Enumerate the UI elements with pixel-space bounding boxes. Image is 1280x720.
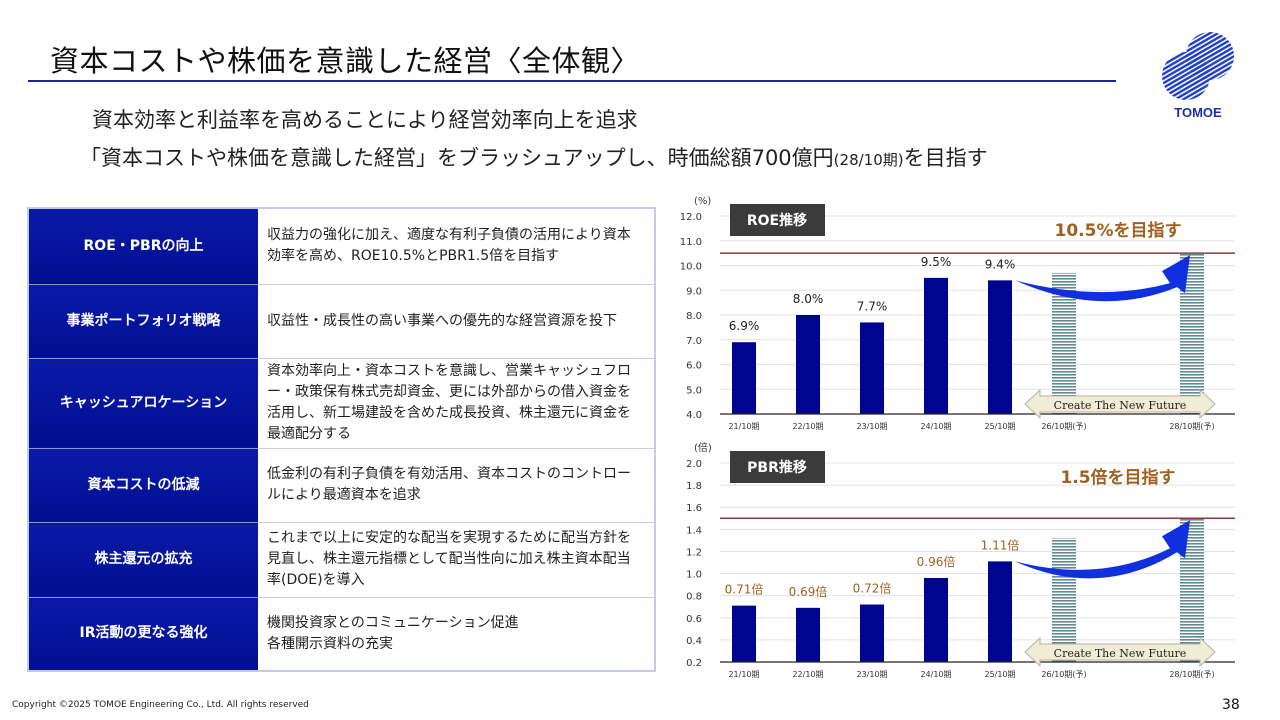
x-tick-label: 21/10期 <box>728 422 759 431</box>
y-tick-label: 1.0 <box>686 570 702 581</box>
tomoe-logo: TOMOE <box>1162 32 1234 120</box>
x-tick-label: 23/10期 <box>856 422 887 431</box>
row-heading: IR活動の更なる強化 <box>28 597 258 672</box>
y-tick-label: 0.4 <box>686 636 702 647</box>
bar <box>988 561 1012 662</box>
growth-arrow <box>1015 520 1190 579</box>
page-title: 資本コストや株価を意識した経営〈全体観〉 <box>50 44 641 78</box>
growth-arrow <box>1015 255 1190 302</box>
x-tick-label: 25/10期 <box>984 422 1015 431</box>
x-tick-label: 22/10期 <box>792 670 823 679</box>
banner-text: Create The New Future <box>1054 647 1187 660</box>
y-tick-label: 10.0 <box>680 262 702 273</box>
y-tick-label: 7.0 <box>686 336 702 347</box>
y-tick-label: 1.8 <box>686 481 702 492</box>
row-text: 機関投資家とのコミュニケーション促進 各種開示資料の充実 <box>258 597 655 672</box>
copyright: Copyright ©2025 TOMOE Engineering Co., L… <box>12 700 309 710</box>
bar <box>860 604 884 662</box>
row-heading: 株主還元の拡充 <box>28 522 258 598</box>
bar <box>796 607 820 662</box>
bar <box>924 277 948 414</box>
banner-arrow <box>1024 388 1216 420</box>
pbr-chart: 0.2 0.4 0.6 0.8 1.0 1.2 1.4 1.6 1.8 2.0 (倍) 0.71倍 21… <box>686 441 1235 679</box>
y-tick-label: 9.0 <box>686 286 702 297</box>
data-label: 8.0% <box>793 292 824 306</box>
subtitle-line2: 「資本コストや株価を意識した経営」をブラッシュアップし、時価総額700億円(28… <box>80 146 988 170</box>
row-text: これまで以上に安定的な配当を実現するために配当方針を見直し、株主還元指標として配… <box>258 522 655 598</box>
x-tick-label: 25/10期 <box>984 670 1015 679</box>
data-label: 9.5% <box>921 255 952 269</box>
bar <box>732 342 756 414</box>
table-row: 事業ポートフォリオ戦略 収益性・成長性の高い事業への優先的な経営資源を投下 <box>28 284 655 359</box>
bar <box>796 315 820 414</box>
x-tick-label: 21/10期 <box>728 670 759 679</box>
table-row: ROE・PBRの向上 収益力の強化に加え、適度な有利子負債の活用により資本効率を高… <box>28 208 655 285</box>
data-label: 1.11倍 <box>981 537 1020 552</box>
y-tick-label: 6.0 <box>686 361 702 372</box>
y-tick-label: 1.4 <box>686 525 702 536</box>
row-heading: キャッシュアロケーション <box>28 358 258 449</box>
row-heading: ROE・PBRの向上 <box>28 208 258 285</box>
y-axis-unit: (%) <box>694 196 711 207</box>
banner-text: Create The New Future <box>1054 399 1187 412</box>
row-text: 資本効率向上・資本コストを意識し、営業キャッシュフロー・政策保有株式売却資金、更… <box>258 358 655 449</box>
y-axis-unit: (倍) <box>694 441 712 454</box>
data-label: 7.7% <box>857 299 888 313</box>
data-label: 0.96倍 <box>917 554 956 569</box>
y-tick-label: 0.6 <box>686 614 702 625</box>
banner-arrow <box>1024 636 1216 668</box>
x-tick-label: 24/10期 <box>920 670 951 679</box>
y-tick-label: 8.0 <box>686 311 702 322</box>
table-row: IR活動の更なる強化 機関投資家とのコミュニケーション促進 各種開示資料の充実 <box>28 597 655 672</box>
row-text: 収益力の強化に加え、適度な有利子負債の活用により資本効率を高め、ROE10.5%… <box>258 208 655 285</box>
row-text: 収益性・成長性の高い事業への優先的な経営資源を投下 <box>258 284 655 359</box>
x-tick-label: 26/10期(予) <box>1041 422 1086 431</box>
x-tick-label: 28/10期(予) <box>1169 670 1214 679</box>
bar <box>732 605 756 662</box>
title-divider <box>28 80 1116 82</box>
strategy-table: ROE・PBRの向上 収益力の強化に加え、適度な有利子負債の活用により資本効率を高… <box>27 207 656 672</box>
target-label: 1.5倍を目指す <box>1060 467 1175 488</box>
row-heading: 事業ポートフォリオ戦略 <box>28 284 258 359</box>
y-tick-label: 12.0 <box>680 212 702 223</box>
table-row: 資本コストの低減 低金利の有利子負債を有効活用、資本コストのコントロールにより最適… <box>28 448 655 523</box>
chart-title-box <box>730 451 825 483</box>
svg-text:TOMOE: TOMOE <box>1174 105 1222 120</box>
x-tick-label: 26/10期(予) <box>1041 670 1086 679</box>
x-tick-label: 23/10期 <box>856 670 887 679</box>
y-tick-label: 5.0 <box>686 385 702 396</box>
y-tick-label: 11.0 <box>680 237 702 248</box>
y-tick-label: 1.6 <box>686 503 702 514</box>
table-row: 株主還元の拡充 これまで以上に安定的な配当を実現するために配当方針を見直し、株主還… <box>28 522 655 598</box>
y-tick-label: 1.2 <box>686 547 702 558</box>
y-tick-label: 2.0 <box>686 459 702 470</box>
data-label: 0.72倍 <box>853 581 892 596</box>
page-number: 38 <box>1222 697 1240 713</box>
x-tick-label: 28/10期(予) <box>1169 422 1214 431</box>
chart-title: PBR推移 <box>747 459 807 476</box>
chart-title-box <box>730 204 825 236</box>
row-heading: 資本コストの低減 <box>28 448 258 523</box>
chart-title: ROE推移 <box>747 212 807 229</box>
bar <box>988 280 1012 414</box>
forecast-bar <box>1052 538 1076 662</box>
data-label: 9.4% <box>985 257 1016 271</box>
x-tick-label: 22/10期 <box>792 422 823 431</box>
roe-chart: 4.0 5.0 6.0 7.0 8.0 9.0 10.0 11.0 12.0 (%) 6.9% 21/… <box>680 196 1235 431</box>
bar <box>924 577 948 662</box>
table-row: キャッシュアロケーション 資本効率向上・資本コストを意識し、営業キャッシュフロー・… <box>28 358 655 449</box>
y-tick-label: 0.8 <box>686 592 702 603</box>
x-tick-label: 24/10期 <box>920 422 951 431</box>
bar <box>860 322 884 414</box>
data-label: 6.9% <box>729 319 760 333</box>
row-text: 低金利の有利子負債を有効活用、資本コストのコントロールにより最適資本を追求 <box>258 448 655 523</box>
data-label: 0.71倍 <box>725 582 764 597</box>
y-tick-label: 0.2 <box>686 658 702 669</box>
target-label: 10.5%を目指す <box>1055 220 1182 241</box>
data-label: 0.69倍 <box>789 584 828 599</box>
y-tick-label: 4.0 <box>686 410 702 421</box>
subtitle-line1: 資本効率と利益率を高めることにより経営効率向上を追求 <box>92 108 638 132</box>
